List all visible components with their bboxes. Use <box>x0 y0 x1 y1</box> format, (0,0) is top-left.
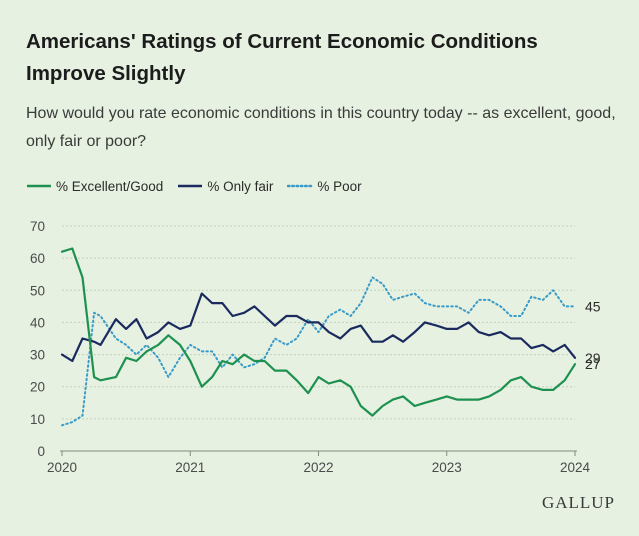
series-line-poor <box>61 276 576 427</box>
gallup-logo: GALLUP <box>541 493 615 512</box>
end-label-poor: 45 <box>585 298 601 314</box>
series-line-only-fair <box>60 292 577 363</box>
legend-item-excellent-good: % Excellent/Good <box>26 179 163 194</box>
legend-swatch-poor <box>287 183 314 189</box>
y-tick-label-70: 70 <box>30 219 45 234</box>
x-tick-label-2024: 2024 <box>560 460 591 475</box>
y-tick-label-30: 30 <box>30 348 45 363</box>
chart-subtitle: How would you rate economic conditions i… <box>26 105 616 150</box>
legend-swatch-excellent-good <box>26 183 52 189</box>
legend-label-only-fair: % Only fair <box>207 178 274 194</box>
legend-item-only-fair: % Only fair <box>177 179 273 194</box>
y-tick-label-10: 10 <box>30 412 45 427</box>
y-tick-label-60: 60 <box>30 251 45 266</box>
legend-label-excellent-good: % Excellent/Good <box>56 178 164 194</box>
x-tick-label-2020: 2020 <box>47 460 77 475</box>
chart-title: Americans' Ratings of Current Economic C… <box>26 30 538 85</box>
legend-swatch-only-fair <box>177 183 203 189</box>
x-tick-label-2022: 2022 <box>303 460 333 475</box>
y-tick-label-40: 40 <box>30 315 45 330</box>
x-tick-label-2023: 2023 <box>432 460 462 475</box>
legend: % Excellent/Good % Only fair % Poor <box>26 176 376 196</box>
series-line-excellent-good <box>60 247 577 417</box>
end-label-excellent-good: 27 <box>585 356 601 372</box>
y-tick-label-20: 20 <box>30 380 45 395</box>
y-tick-label-0: 0 <box>37 444 45 459</box>
y-tick-label-50: 50 <box>30 283 45 298</box>
legend-label-poor: % Poor <box>317 178 362 194</box>
legend-item-poor: % Poor <box>287 178 362 194</box>
end-label-only-fair: 29 <box>585 350 601 366</box>
x-tick-label-2021: 2021 <box>175 460 205 475</box>
